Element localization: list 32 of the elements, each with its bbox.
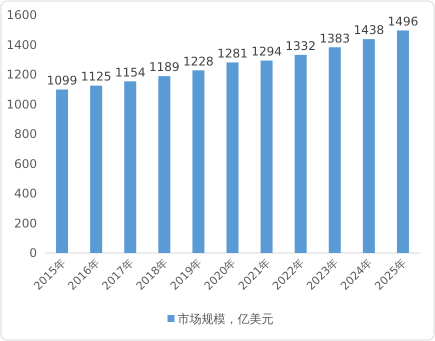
data-label: 1154 <box>114 65 146 80</box>
y-tick-label: 400 <box>14 186 37 200</box>
bar <box>90 86 102 253</box>
y-tick-label: 1200 <box>6 68 37 82</box>
bar <box>124 81 136 253</box>
data-label: 1099 <box>46 74 78 88</box>
bar <box>260 60 273 253</box>
data-label: 1332 <box>285 38 316 53</box>
y-tick-label: 1400 <box>6 38 37 52</box>
bar <box>396 30 409 253</box>
bar <box>192 70 204 253</box>
bar <box>328 47 341 253</box>
bar <box>158 76 170 253</box>
data-label: 1189 <box>149 60 180 74</box>
data-label: 1294 <box>251 44 282 59</box>
y-tick-label: 200 <box>14 216 37 230</box>
y-tick-label: 800 <box>14 127 37 141</box>
bar <box>226 62 238 253</box>
data-label: 1496 <box>388 14 418 28</box>
y-tick-label: 600 <box>14 156 37 171</box>
data-label: 1383 <box>320 31 350 46</box>
y-tick-label: 1600 <box>6 8 37 22</box>
data-label: 1438 <box>354 23 384 38</box>
bar <box>294 54 307 253</box>
y-tick-label: 1000 <box>6 97 37 112</box>
y-tick-label: 0 <box>29 246 37 260</box>
data-label: 1281 <box>217 46 248 60</box>
bar <box>362 39 375 253</box>
data-label: 1228 <box>183 54 214 68</box>
legend-label: 市场规模，亿美元 <box>178 312 274 326</box>
bar <box>56 90 68 253</box>
data-label: 1125 <box>80 70 112 84</box>
